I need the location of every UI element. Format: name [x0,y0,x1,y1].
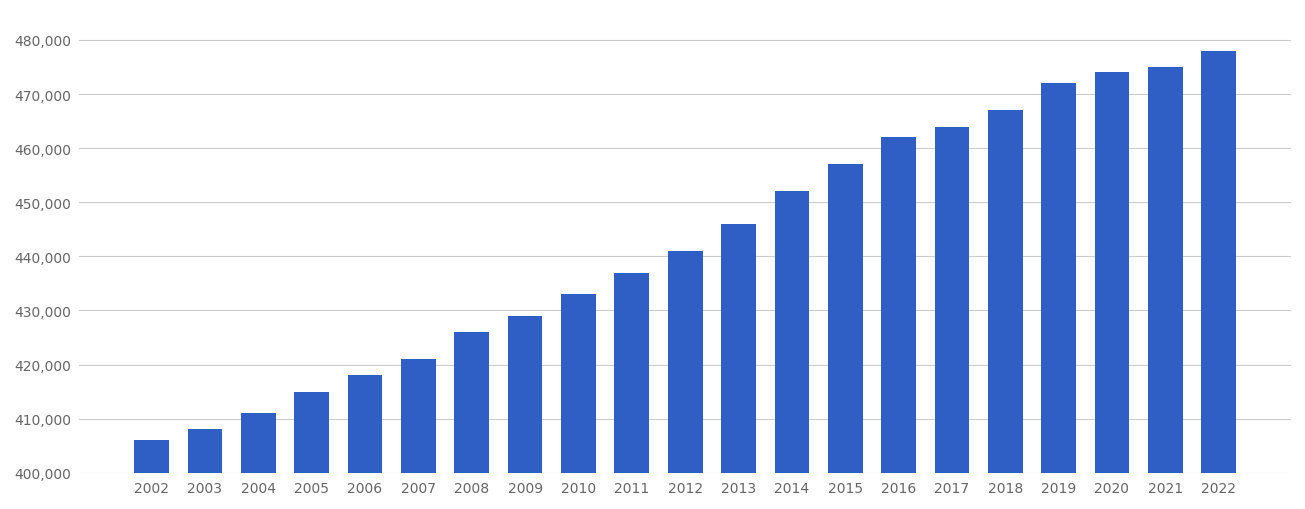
Bar [827,165,863,509]
Bar [775,192,809,509]
Bar [1041,84,1075,509]
Bar [508,316,543,509]
Bar [241,413,275,509]
Bar [1148,68,1182,509]
Bar [401,359,436,509]
Bar [134,440,168,509]
Bar [347,376,382,509]
Bar [188,430,222,509]
Bar [454,332,489,509]
Bar [668,251,702,509]
Bar [722,224,756,509]
Bar [934,127,970,509]
Bar [881,138,916,509]
Bar [615,273,649,509]
Bar [1202,51,1236,509]
Bar [1095,73,1129,509]
Bar [295,392,329,509]
Bar [988,111,1023,509]
Bar [561,295,596,509]
